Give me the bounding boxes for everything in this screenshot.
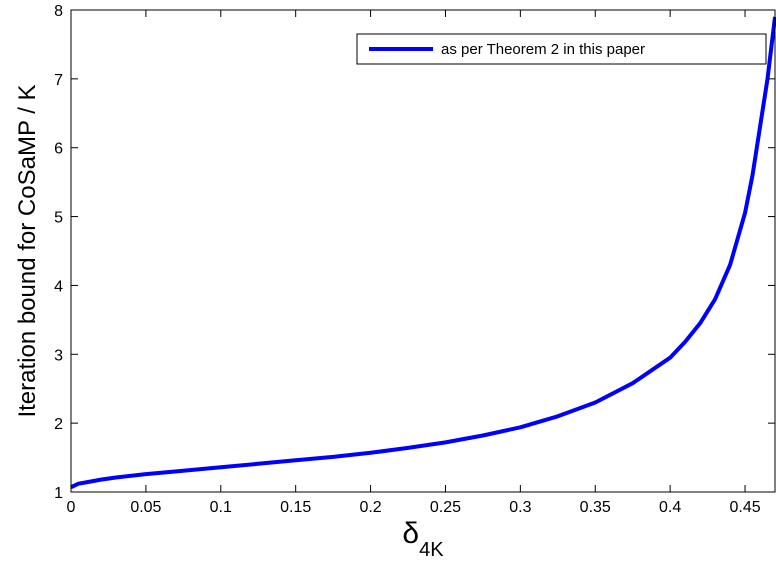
plot-area — [71, 10, 775, 492]
y-tick-label: 7 — [54, 72, 63, 89]
x-tick-label: 0.25 — [430, 499, 461, 516]
x-tick-label: 0.1 — [210, 499, 232, 516]
x-axis-label-main: δ — [402, 517, 419, 550]
x-tick-label: 0.2 — [359, 499, 381, 516]
series-layer — [70, 16, 776, 490]
y-tick-label: 4 — [54, 278, 63, 295]
y-tick-label: 5 — [54, 210, 63, 227]
x-axis-label-subscript: 4K — [419, 539, 444, 561]
x-axis-ticks: 0 0.05 0.1 0.15 0.2 0.25 0.3 0.35 0.4 0.45 — [67, 10, 761, 516]
y-axis-ticks: 1 2 3 4 5 6 7 8 — [54, 3, 775, 502]
x-tick-label: 0.05 — [130, 499, 161, 516]
x-tick-label: 0 — [67, 499, 76, 516]
series-line — [70, 16, 776, 490]
y-axis-label: Iteration bound for CoSaMP / K — [14, 84, 41, 417]
y-tick-label: 3 — [54, 347, 63, 364]
y-tick-label: 2 — [54, 416, 63, 433]
y-tick-label: 6 — [54, 141, 63, 158]
x-tick-label: 0.45 — [729, 499, 760, 516]
legend-label: as per Theorem 2 in this paper — [441, 41, 645, 58]
y-tick-label: 8 — [54, 3, 63, 20]
legend: as per Theorem 2 in this paper — [356, 33, 767, 65]
x-tick-label: 0.4 — [659, 499, 681, 516]
x-tick-label: 0.35 — [580, 499, 611, 516]
plot-frame — [70, 9, 776, 493]
x-axis-label: δ4K — [402, 517, 444, 561]
y-tick-label: 1 — [54, 485, 63, 502]
x-tick-label: 0.3 — [509, 499, 531, 516]
x-tick-label: 0.15 — [280, 499, 311, 516]
